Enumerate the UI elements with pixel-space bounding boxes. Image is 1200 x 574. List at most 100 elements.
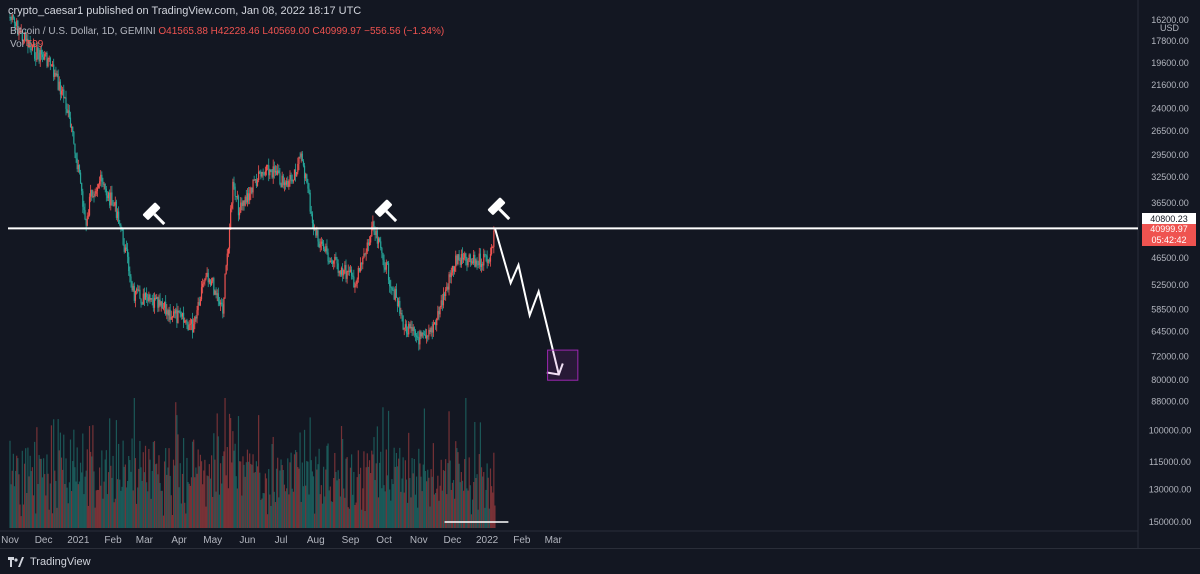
volume-bar — [283, 484, 285, 528]
volume-bar — [359, 467, 362, 528]
candle-body — [298, 156, 300, 165]
volume-bar — [387, 410, 390, 528]
candle-body — [50, 64, 53, 66]
candle-body — [324, 249, 326, 252]
volume-bar — [193, 439, 195, 528]
candle-body — [338, 271, 340, 273]
volume-bar — [463, 490, 465, 528]
volume-bar — [181, 473, 184, 528]
candle-body — [331, 261, 334, 264]
volume-bar — [418, 448, 420, 528]
candle-body — [170, 317, 172, 320]
candle-body — [157, 297, 159, 308]
volume-label: Vol — [10, 39, 24, 50]
volume-bar — [73, 429, 75, 528]
price-tick-label: 64500.00 — [1151, 327, 1189, 337]
volume-bar — [191, 441, 194, 528]
volume-bar — [440, 459, 442, 528]
candle-body — [344, 265, 346, 270]
candle-body — [442, 293, 445, 306]
volume-bar — [26, 492, 28, 528]
tradingview-logo-icon[interactable] — [8, 556, 24, 567]
volume-bar — [128, 455, 130, 528]
volume-bar — [427, 469, 429, 528]
candle-body — [380, 241, 382, 248]
candle-body — [437, 311, 439, 319]
candle-body — [235, 196, 237, 198]
candle-body — [88, 196, 91, 216]
candle-body — [45, 52, 47, 55]
volume-bar — [365, 467, 367, 528]
volume-bar — [159, 482, 161, 528]
volume-bar — [429, 506, 431, 528]
volume-bar — [184, 502, 186, 528]
volume-bar — [364, 511, 366, 528]
candle-body — [112, 200, 114, 206]
volume-bar — [272, 436, 274, 528]
price-chart[interactable]: 16200.00 17800.00 19600.00 21600.00 24000.00… — [0, 0, 1200, 548]
volume-bar — [50, 425, 53, 528]
time-tick-label: Dec — [444, 535, 462, 546]
volume-bar — [363, 451, 365, 528]
volume-bar — [55, 480, 57, 528]
candle-body — [23, 32, 26, 41]
volume-bar — [297, 467, 299, 528]
candle-body — [305, 174, 307, 179]
volume-bar — [219, 463, 222, 528]
candle-body — [289, 174, 291, 182]
footer-bar: TradingView — [0, 548, 1200, 574]
candle-body — [321, 241, 324, 244]
candle-body — [326, 246, 328, 253]
volume-bar — [38, 455, 40, 528]
candle-body — [167, 310, 169, 316]
candle-body — [419, 331, 421, 345]
candle-body — [455, 255, 457, 267]
candle-body — [188, 324, 190, 330]
volume-bar — [298, 468, 300, 528]
candle-body — [123, 244, 125, 252]
candle-body — [456, 255, 458, 264]
price-tick-label: 130000.00 — [1149, 485, 1192, 495]
volume-bar — [321, 503, 324, 528]
candle-body — [371, 226, 373, 237]
candle-body — [175, 309, 177, 314]
volume-bar — [447, 463, 449, 528]
candle-body — [86, 216, 88, 226]
candle-body — [271, 170, 273, 178]
candle-body — [287, 180, 289, 187]
volume-bar — [209, 478, 212, 528]
candle-body — [215, 290, 217, 295]
candle-body — [417, 336, 419, 338]
volume-bar — [424, 471, 427, 528]
volume-bar — [111, 477, 113, 528]
volume-bar — [362, 488, 364, 528]
candle-body — [478, 253, 480, 265]
volume-bar — [489, 468, 492, 528]
volume-bar — [214, 459, 216, 528]
bar-countdown: 05:42:42 — [1151, 235, 1187, 245]
volume-bar — [469, 485, 471, 528]
volume-bar — [375, 463, 377, 528]
volume-bar — [342, 438, 344, 528]
candle-body — [488, 259, 490, 262]
volume-bar — [79, 462, 82, 528]
volume-bar — [314, 513, 316, 528]
volume-bar — [377, 497, 380, 528]
time-tick-label: Jul — [275, 535, 288, 546]
candle-body — [116, 211, 119, 218]
candle-body — [474, 254, 476, 267]
volume-bar — [147, 491, 149, 528]
candle-body — [78, 165, 81, 173]
candle-body — [353, 276, 355, 288]
volume-bar — [405, 479, 408, 528]
volume-bar — [200, 461, 203, 528]
price-tick-label: 17800.00 — [1151, 36, 1189, 46]
candle-body — [452, 266, 455, 272]
candle-body — [451, 266, 453, 273]
volume-bar — [112, 455, 114, 528]
volume-bar — [168, 448, 170, 528]
volume-bar — [150, 498, 152, 528]
candle-body — [310, 211, 312, 214]
brand-name[interactable]: TradingView — [30, 555, 91, 568]
candle-body — [223, 297, 225, 314]
